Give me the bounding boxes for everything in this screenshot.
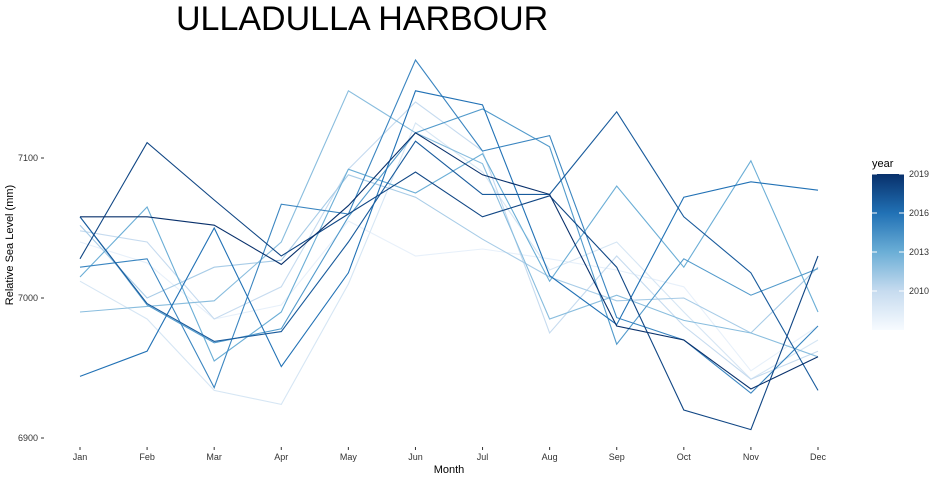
series-line-2018 (79, 141, 819, 431)
plot-area (79, 58, 819, 431)
legend-tick-label: 2010 (909, 286, 929, 296)
series-line-2016 (79, 90, 819, 377)
series-line-2010 (79, 101, 819, 380)
legend-title: year (872, 158, 894, 170)
legend-ticks: 2010 2013 2016 2019 (872, 169, 929, 296)
x-tick-label: Jan (73, 452, 88, 462)
x-tick-label: Nov (743, 452, 760, 462)
x-tick-label: Feb (139, 452, 155, 462)
series-line-2008 (79, 220, 819, 372)
x-tick-label: May (340, 452, 358, 462)
x-tick-label: Oct (677, 452, 692, 462)
x-tick-label: Apr (274, 452, 288, 462)
y-tick-label: 7100 (18, 153, 38, 163)
x-tick-label: Jul (477, 452, 489, 462)
y-axis-title: Relative Sea Level (mm) (4, 185, 16, 305)
x-axis: Jan Feb Mar Apr May Jun Jul Aug Sep Oct Nov Dec (73, 447, 827, 462)
x-tick-label: Dec (810, 452, 827, 462)
series-line-2009 (79, 122, 819, 406)
series-line-2017 (79, 110, 819, 391)
x-tick-label: Sep (609, 452, 625, 462)
series-line-2011 (79, 174, 819, 334)
x-tick-label: Mar (206, 452, 222, 462)
series-line-2014 (79, 108, 819, 346)
series-line-2015 (79, 58, 819, 394)
chart-title: ULLADULLA HARBOUR (176, 0, 548, 38)
series-line-2012 (79, 89, 819, 358)
legend-colorbar (872, 174, 904, 330)
y-tick-label: 6900 (18, 433, 38, 443)
x-tick-label: Jun (408, 452, 423, 462)
x-tick-label: Aug (542, 452, 558, 462)
y-axis: 6900 7000 7100 (18, 153, 44, 443)
legend-tick-label: 2019 (909, 169, 929, 179)
series-line-2019 (80, 132, 819, 390)
x-axis-title: Month (434, 464, 465, 476)
y-tick-label: 7000 (18, 293, 38, 303)
legend-tick-label: 2013 (909, 247, 929, 257)
legend-tick-label: 2016 (909, 208, 929, 218)
legend: year 2010 2013 2016 2019 (872, 158, 929, 330)
